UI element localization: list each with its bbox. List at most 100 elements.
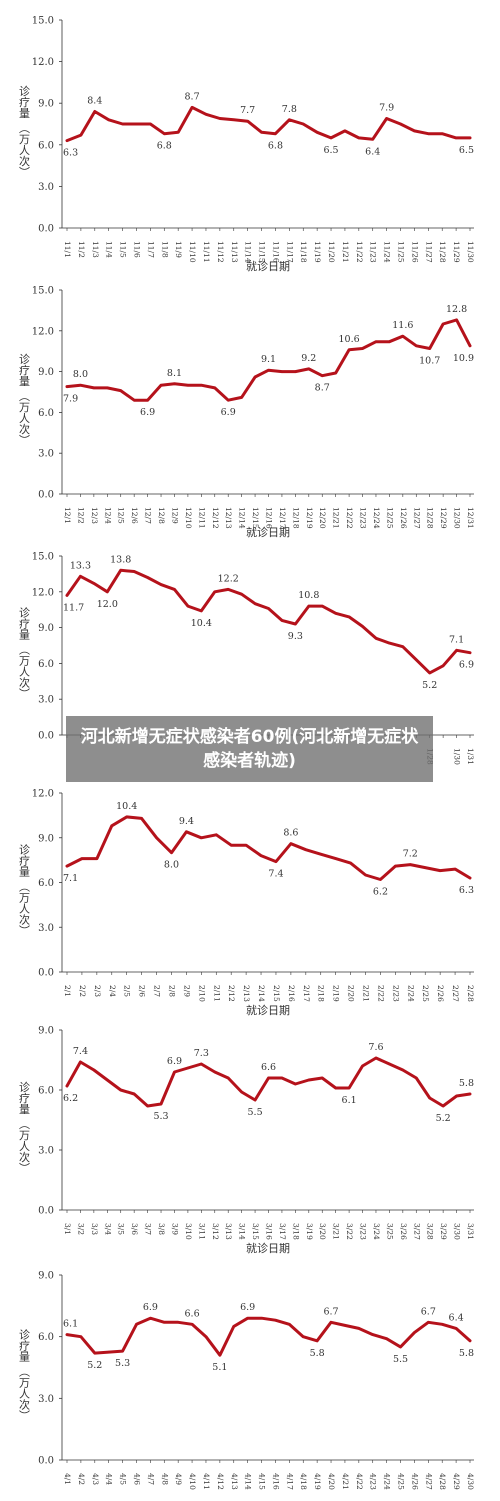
chart-6-y-tick-label: 6.0: [38, 1332, 54, 1343]
chart-4-data-point: [185, 830, 188, 833]
chart-1-x-tick-label: 11/20: [327, 241, 336, 263]
chart-1-data-point: [357, 136, 361, 140]
chart-3-data-label: 10.8: [298, 590, 319, 601]
chart-3-data-point: [132, 570, 136, 573]
chart-6-data-point: [176, 1321, 180, 1324]
chart-6-x-tick-label: 4/19: [313, 1473, 322, 1490]
chart-6-data-point: [190, 1323, 194, 1326]
chart-2-x-tick-label: 12/15: [251, 507, 260, 529]
chart-2-x-tick-label: 12/12: [211, 507, 220, 529]
chart-1-x-tick-label: 11/15: [258, 241, 267, 263]
chart-5-data-label: 7.3: [194, 1048, 209, 1059]
chart-1-x-tick-label: 11/13: [230, 241, 239, 263]
chart-2-x-tick-label: 12/21: [332, 507, 341, 529]
chart-4-data-label: 6.3: [459, 885, 474, 896]
chart-1-y-tick-label: 6.0: [38, 140, 54, 151]
chart-4-x-tick-label: 2/20: [347, 985, 356, 1002]
chart-2-x-tick-label: 12/23: [359, 507, 368, 529]
chart-2-data-point: [106, 386, 109, 390]
chart-2-data-label: 10.7: [419, 355, 440, 366]
chart-5-x-tick-label: 3/19: [305, 1223, 314, 1240]
chart-5-data-point: [294, 1082, 297, 1086]
chart-2-data-point: [65, 385, 69, 388]
chart-2-data-point: [267, 369, 270, 372]
chart-1-data-label: 8.7: [185, 91, 200, 102]
chart-4-y-tick-label: 9.0: [38, 833, 54, 844]
chart-6-data-label: 6.7: [323, 1306, 338, 1317]
chart-6-data-point: [121, 1349, 124, 1353]
chart-3-y-tick-label: 12.0: [32, 587, 54, 598]
chart-4-data-point: [468, 876, 472, 880]
chart-5-data-label: 6.9: [167, 1056, 182, 1067]
chart-2-x-tick-label: 12/3: [90, 507, 99, 524]
chart-2-data-point: [361, 347, 364, 350]
chart-5-x-tick-label: 3/18: [291, 1223, 300, 1240]
chart-5-x-label: 就诊日期: [246, 1241, 290, 1255]
chart-4-x-tick-label: 2/1: [63, 985, 72, 997]
chart-1-x-tick-label: 11/12: [216, 241, 225, 263]
chart-2-x-tick-label: 12/1: [63, 507, 72, 524]
chart-6-data-point: [371, 1333, 374, 1336]
chart-1-data-label: 6.3: [63, 148, 78, 159]
chart-5-data-point: [307, 1078, 310, 1082]
chart-6-data-label: 5.3: [115, 1358, 130, 1369]
chart-4-data-label: 6.2: [373, 887, 388, 898]
chart-5-data-point: [146, 1104, 149, 1108]
chart-4-x-tick-label: 2/3: [93, 985, 102, 997]
chart-6-x-tick-label: 4/5: [119, 1473, 128, 1485]
chart-5-data-point: [227, 1076, 230, 1080]
chart-3-x-tick-label: 1/30: [453, 748, 462, 765]
chart-6-data-point: [302, 1335, 305, 1338]
chart-5-data-label: 6.1: [342, 1095, 357, 1106]
chart-3-series-line: [65, 568, 472, 675]
chart-3-data-point: [267, 607, 270, 610]
chart-4-data-point: [155, 836, 158, 839]
chart-5-x-tick-label: 3/30: [453, 1223, 462, 1240]
chart-1-y-tick-label: 15.0: [32, 16, 54, 27]
chart-5-x-tick-label: 3/5: [117, 1223, 126, 1235]
chart-5-data-point: [240, 1090, 243, 1094]
chart-6-data-point: [274, 1319, 277, 1322]
chart-5-data-point: [79, 1060, 82, 1064]
chart-4-x-tick-label: 2/5: [123, 985, 132, 997]
chart-2-data-point: [253, 375, 257, 379]
chart-2-data-label: 10.6: [339, 334, 360, 345]
chart-4-x-tick-label: 2/15: [272, 985, 281, 1002]
chart-5-x-tick-label: 3/21: [332, 1223, 341, 1240]
chart-3-data-label: 11.7: [63, 602, 84, 613]
chart-2-y-tick-label: 15.0: [32, 286, 54, 297]
chart-4-data-point: [438, 869, 442, 872]
chart-2-x-tick-label: 12/22: [345, 507, 354, 529]
chart-5-data-point: [65, 1084, 69, 1088]
chart-2-data-point: [200, 384, 203, 387]
chart-4-y-tick-label: 3.0: [38, 923, 54, 934]
chart-1-x-tick-label: 11/3: [91, 241, 100, 258]
chart-6-data-point: [204, 1335, 208, 1338]
chart-1-data-label: 8.4: [87, 96, 102, 107]
chart-1-x-tick-label: 11/22: [355, 241, 364, 263]
chart-6-data-point: [399, 1345, 402, 1349]
chart-1-x-tick-label: 11/9: [174, 241, 183, 258]
chart-3-y-tick-label: 6.0: [38, 659, 54, 670]
chart-5-y-tick-label: 3.0: [38, 1146, 54, 1157]
chart-1-data-point: [441, 132, 444, 135]
chart-1-y-label-unit: （万人次）: [18, 123, 31, 178]
chart-5-y-label-unit: （万人次）: [18, 1119, 31, 1174]
chart-3-data-label: 13.8: [110, 554, 131, 565]
chart-5-data-point: [92, 1068, 96, 1072]
chart-6-data-point: [413, 1331, 416, 1334]
chart-2-data-point: [441, 322, 445, 326]
chart-2-data-label: 7.9: [63, 394, 78, 405]
chart-5-data-point: [186, 1066, 190, 1070]
chart-1-x-tick-label: 11/25: [397, 241, 406, 263]
chart-5-x-tick-label: 3/11: [197, 1223, 206, 1240]
chart-1-data-point: [288, 118, 291, 122]
chart-2-x-tick-label: 12/26: [399, 507, 408, 529]
chart-4-data-point: [304, 848, 308, 851]
chart-5-data-point: [374, 1056, 378, 1060]
chart-4-data-point: [229, 844, 233, 847]
chart-2-x-tick-label: 12/8: [157, 507, 166, 524]
chart-6-x-tick-label: 4/21: [341, 1473, 350, 1490]
chart-3-data-label: 5.2: [422, 680, 437, 691]
chart-6-data-point: [427, 1321, 430, 1324]
